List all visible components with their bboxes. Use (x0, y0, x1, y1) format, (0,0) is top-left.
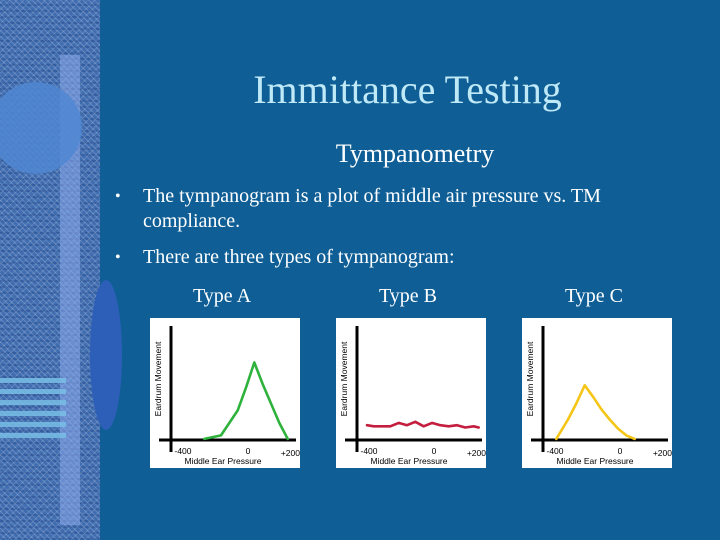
x-tick-label: +200 (653, 448, 672, 458)
decorative-stripes (0, 378, 66, 438)
chart-svg: Eardrum Movement Middle Ear Pressure-400 0… (339, 326, 486, 466)
tympanogram-type-c: Eardrum Movement Middle Ear Pressure -400 0… (522, 318, 672, 468)
chart-svg: Eardrum Movement Middle Ear Pressure-400 0… (153, 326, 300, 466)
tympanogram-type-b: Eardrum Movement Middle Ear Pressure -400 0… (336, 318, 486, 468)
tympanogram-curve (365, 420, 480, 429)
x-axis-label: Middle Ear Pressure (370, 456, 447, 466)
y-axis-label: Eardrum Movement (153, 341, 163, 416)
x-tick-label: 0 (246, 446, 251, 456)
slide-subtitle: Tympanometry (335, 139, 495, 168)
x-tick-label: 0 (432, 446, 437, 456)
x-tick-label: 0 (618, 446, 623, 456)
bullet-item: • There are three types of tympanogram: (112, 245, 702, 270)
chart-svg: Eardrum Movement Middle Ear Pressure-400 0… (525, 326, 672, 466)
x-tick-label: -400 (546, 446, 563, 456)
bullet-text: The tympanogram is a plot of middle air … (143, 185, 601, 232)
bullet-item: • The tympanogram is a plot of middle ai… (112, 184, 702, 234)
decorative-circle (0, 82, 82, 174)
tympanogram-type-a: Eardrum Movement Middle Ear Pressure -400 0… (150, 318, 300, 468)
type-c-label: Type C (564, 285, 624, 307)
x-axis-label: Middle Ear Pressure (556, 456, 633, 466)
bullet-dot-icon: • (115, 249, 121, 266)
x-tick-label: +200 (467, 448, 486, 458)
decorative-ellipse (90, 280, 122, 430)
type-a-label: Type A (192, 285, 252, 307)
x-tick-label: -400 (174, 446, 191, 456)
type-b-label: Type B (378, 285, 438, 307)
bullet-text: There are three types of tympanogram: (143, 246, 455, 268)
sidebar-texture (0, 0, 100, 540)
bullet-list: • The tympanogram is a plot of middle ai… (112, 184, 702, 281)
tympanogram-curve (554, 384, 636, 441)
x-tick-label: -400 (360, 446, 377, 456)
x-tick-label: +200 (281, 448, 300, 458)
bullet-dot-icon: • (115, 188, 121, 205)
tympanogram-curve (202, 361, 289, 441)
slide-title: Immittance Testing (253, 67, 562, 112)
y-axis-label: Eardrum Movement (339, 341, 349, 416)
x-axis-label: Middle Ear Pressure (184, 456, 261, 466)
y-axis-label: Eardrum Movement (525, 341, 535, 416)
